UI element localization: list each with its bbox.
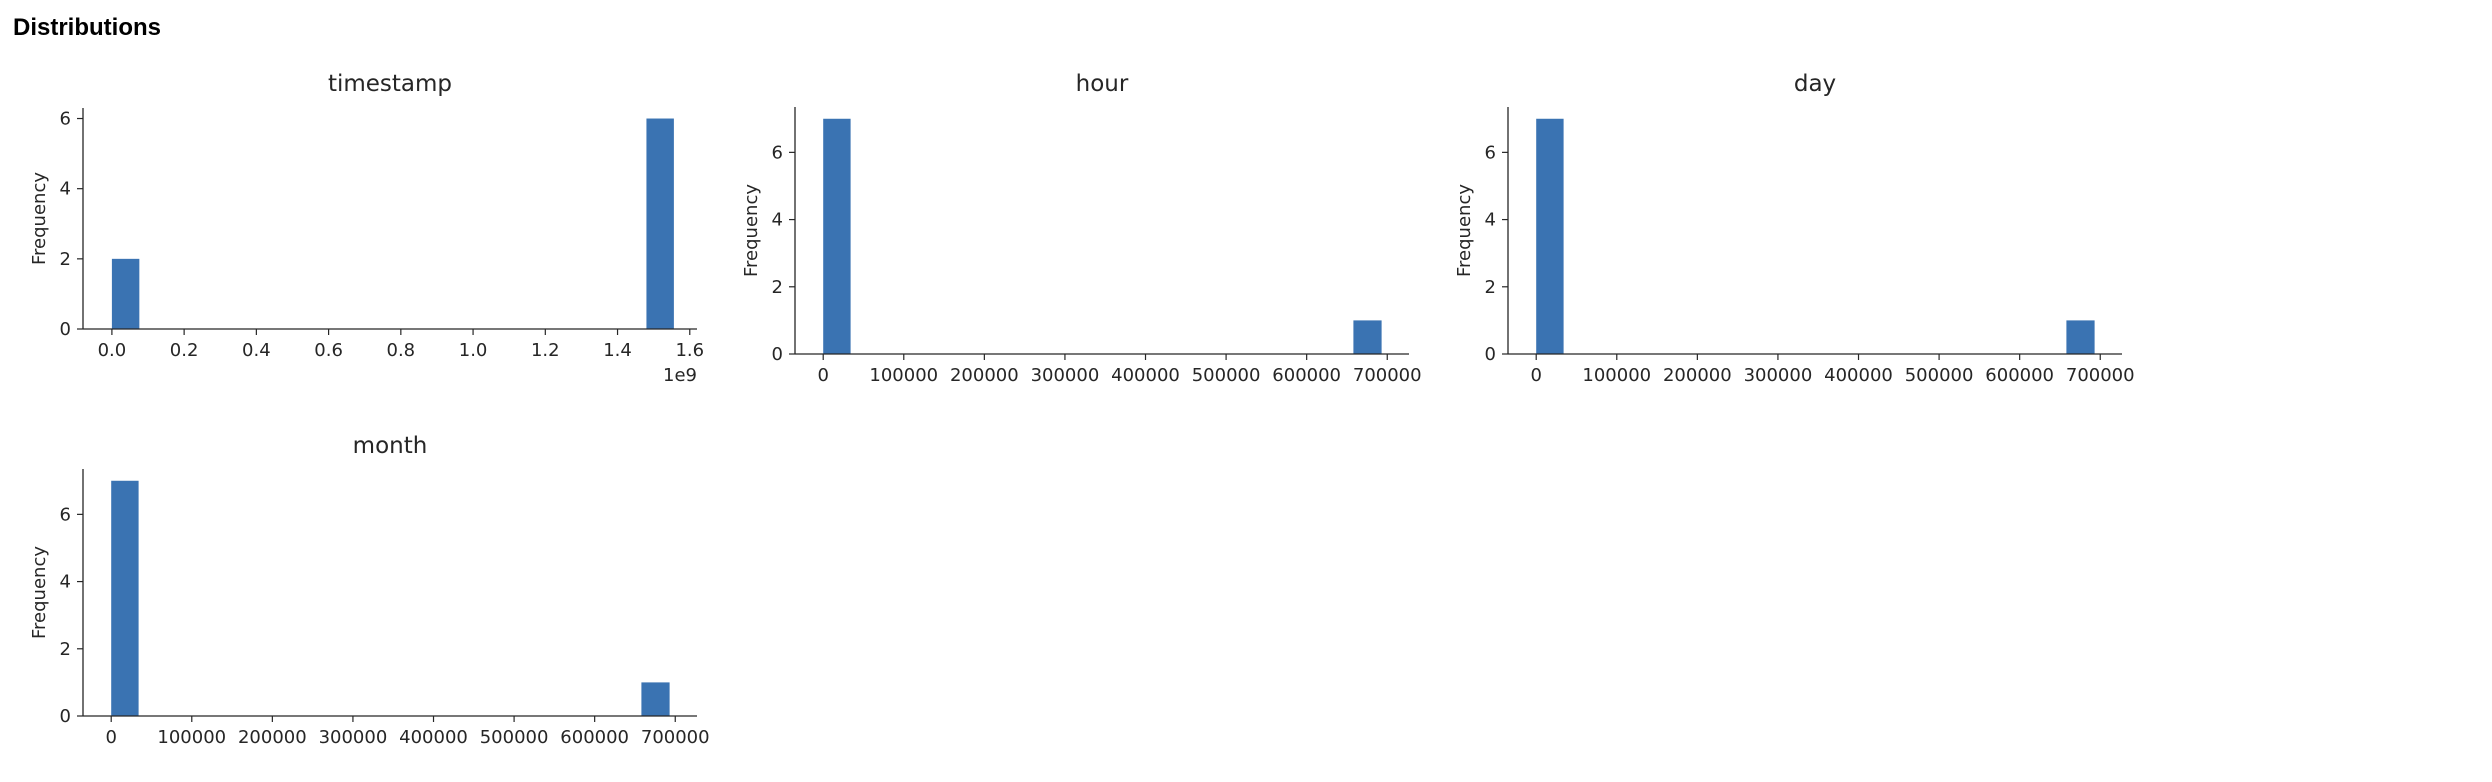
chart-2-bar-0 [1536,118,1564,354]
chart-day: day 0 100000 200000 300000 400000 500000 600000… [1454,71,2135,386]
chart-1-title: hour [1076,71,1129,97]
chart-timestamp: timestamp 0.0 0.2 0.4 0.6 0.8 1.0 1.2 1.4 1.6 0 2 4 6… [29,71,704,386]
chart-0-xtick-label-1: 0.2 [170,340,199,361]
chart-3-xtick-label-5: 500000 [480,727,549,748]
chart-3-xtick-label-4: 400000 [399,727,468,748]
chart-2-xtick-label-2: 200000 [1663,365,1732,386]
chart-0-ytick-label-3: 6 [60,109,71,130]
chart-0-x-offset-label: 1e9 [663,365,697,386]
chart-2-ytick-label-1: 2 [1485,277,1496,298]
chart-2-bar-1 [2066,320,2095,354]
chart-3-ytick-label-1: 2 [60,639,71,660]
chart-0-bar-0 [111,258,140,329]
chart-1-ylabel: Frequency [741,184,762,277]
chart-1-xtick-label-6: 600000 [1272,365,1341,386]
chart-2-title: day [1794,71,1836,97]
chart-1-ytick-label-2: 4 [772,210,783,231]
chart-3-xtick-label-1: 100000 [157,727,226,748]
chart-month: month 0 100000 200000 300000 400000 500000 6000… [29,433,710,748]
chart-0-xtick-label-6: 1.2 [531,340,560,361]
chart-1-xtick-label-4: 400000 [1111,365,1180,386]
chart-0-xtick-label-3: 0.6 [314,340,343,361]
chart-3-title: month [353,433,428,459]
chart-3-ylabel: Frequency [29,546,50,639]
chart-2-xtick-label-7: 700000 [2066,365,2135,386]
chart-3-xtick-label-2: 200000 [238,727,307,748]
chart-2-xtick-label-4: 400000 [1824,365,1893,386]
chart-1-xtick-label-0: 0 [817,365,828,386]
chart-2-xtick-label-0: 0 [1530,365,1541,386]
chart-0-bar-1 [646,118,674,330]
chart-0-xtick-label-8: 1.6 [675,340,704,361]
chart-1-xtick-label-5: 500000 [1192,365,1261,386]
chart-2-ytick-label-3: 6 [1485,142,1496,163]
chart-0-xtick-label-7: 1.4 [603,340,632,361]
chart-2-xtick-label-3: 300000 [1744,365,1813,386]
chart-1-ytick-label-0: 0 [772,344,783,365]
chart-1-bar-1 [1353,320,1382,354]
chart-0-xtick-label-0: 0.0 [98,340,127,361]
chart-1-xtick-label-2: 200000 [950,365,1019,386]
chart-0-ylabel: Frequency [29,172,50,265]
chart-0-title: timestamp [328,71,452,97]
chart-2-ytick-label-0: 0 [1485,344,1496,365]
chart-3-xtick-label-6: 600000 [560,727,629,748]
chart-2-xtick-label-6: 600000 [1985,365,2054,386]
chart-3-ytick-label-3: 6 [60,504,71,525]
chart-3-ytick-label-2: 4 [60,572,71,593]
chart-1-xtick-label-1: 100000 [869,365,938,386]
chart-0-xtick-label-4: 0.8 [387,340,416,361]
chart-3-bar-1 [641,682,670,716]
chart-2-xtick-label-5: 500000 [1905,365,1974,386]
chart-1-bar-0 [823,118,851,354]
chart-2-ytick-label-2: 4 [1485,210,1496,231]
chart-3-xtick-label-3: 300000 [319,727,388,748]
chart-0-ytick-label-0: 0 [60,319,71,340]
chart-1-xtick-label-3: 300000 [1031,365,1100,386]
chart-0-ytick-label-1: 2 [60,249,71,270]
chart-0-ytick-label-2: 4 [60,179,71,200]
chart-3-xtick-label-0: 0 [105,727,116,748]
chart-0-xtick-label-2: 0.4 [242,340,271,361]
chart-2-xtick-label-1: 100000 [1582,365,1651,386]
chart-2-ylabel: Frequency [1454,184,1475,277]
chart-3-xtick-label-7: 700000 [641,727,710,748]
chart-3-ytick-label-0: 0 [60,706,71,727]
section-title: Distributions [13,14,161,41]
chart-1-ytick-label-3: 6 [772,142,783,163]
chart-1-xtick-label-7: 700000 [1353,365,1422,386]
chart-3-bar-0 [111,480,139,716]
chart-1-ytick-label-1: 2 [772,277,783,298]
chart-hour: hour 0 100000 200000 300000 400000 500000 60000… [741,71,1422,386]
chart-0-xtick-label-5: 1.0 [459,340,488,361]
